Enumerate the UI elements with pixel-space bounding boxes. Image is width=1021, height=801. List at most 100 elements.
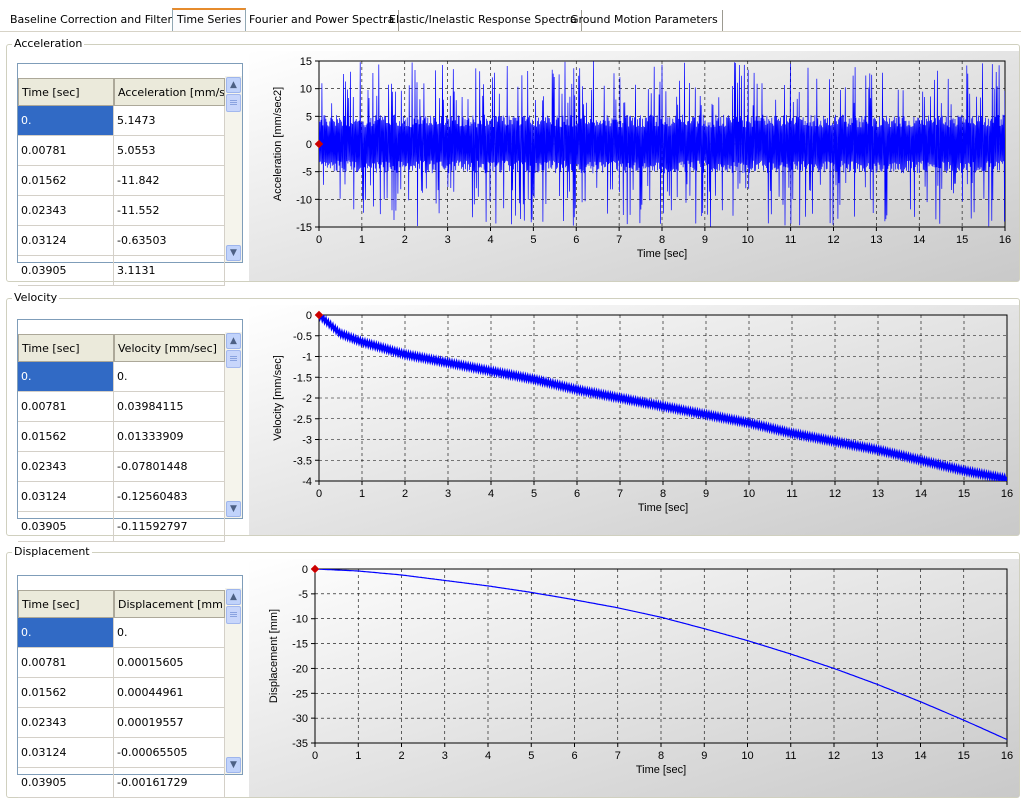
table-cell[interactable]: 5.0553 — [114, 136, 225, 166]
current-point-marker[interactable] — [314, 310, 324, 320]
table-cell[interactable]: 0.00781 — [18, 392, 114, 422]
y-tick-label: -20 — [292, 663, 308, 675]
vertical-scrollbar[interactable]: ▲ ▼ — [225, 588, 242, 774]
group-acceleration: Acceleration Time [sec] Acceleration [mm/s… — [6, 37, 1021, 286]
x-tick-label: 11 — [785, 234, 796, 246]
scroll-down-icon[interactable]: ▼ — [226, 245, 241, 261]
x-tick-label: 6 — [573, 234, 579, 246]
table-cell[interactable]: 0.00019557 — [114, 708, 225, 738]
current-point-marker[interactable] — [314, 139, 324, 149]
column-header[interactable]: Acceleration [mm/sec — [114, 78, 225, 106]
scroll-up-icon[interactable]: ▲ — [226, 333, 241, 349]
y-tick-label: -3.5 — [293, 455, 312, 467]
displacement-chart: 0 1 2 3 4 5 6 7 8 9 10 11 12 13 14 15 16 0 -5 -10 -15 -20 -25-… — [249, 559, 1021, 797]
table-cell[interactable]: -11.842 — [114, 166, 225, 196]
y-tick-label: -0.5 — [293, 331, 312, 343]
x-tick-label: 6 — [574, 488, 580, 500]
x-tick-label: 10 — [742, 234, 754, 246]
x-tick-label: 3 — [445, 488, 451, 500]
acceleration-chart: 0 1 2 3 4 5 6 7 8 9 10 11 12 13 14 15 16 15 10 5 0 -5 -10 -15 Ti… — [249, 51, 1021, 281]
table-cell[interactable]: 0. — [18, 618, 114, 648]
scroll-down-icon[interactable]: ▼ — [226, 501, 241, 517]
tab-time-series[interactable]: Time Series — [172, 8, 247, 32]
scroll-thumb[interactable] — [226, 606, 241, 624]
x-tick-label: 11 — [785, 750, 796, 762]
tab-bar: Baseline Correction and Filtering Time S… — [0, 0, 1021, 32]
y-tick-label: -30 — [292, 713, 308, 725]
table-cell[interactable]: 0.02343 — [18, 452, 114, 482]
column-header[interactable]: Time [sec] — [18, 78, 114, 106]
tab-ground-motion-parameters[interactable]: Ground Motion Parameters — [566, 10, 723, 32]
table-cell[interactable]: 0.03124 — [18, 482, 114, 512]
tab-response-spectra[interactable]: Elastic/Inelastic Response Spectra — [385, 10, 582, 32]
x-tick-label: 15 — [958, 750, 970, 762]
table-cell[interactable]: 0.03124 — [18, 226, 114, 256]
table-cell[interactable]: 0.00781 — [18, 136, 114, 166]
table-cell[interactable]: 0.01562 — [18, 166, 114, 196]
tab-fourier-power-spectra[interactable]: Fourier and Power Spectra — [245, 10, 400, 32]
table-cell[interactable]: 0. — [18, 362, 114, 392]
column-header[interactable]: Displacement [mm] — [114, 590, 225, 618]
scroll-thumb[interactable] — [226, 350, 241, 368]
tab-baseline-correction[interactable]: Baseline Correction and Filtering — [6, 10, 194, 32]
x-tick-label: 1 — [359, 488, 365, 500]
table-cell[interactable]: -0.12560483 — [114, 482, 225, 512]
table-cell[interactable]: 0. — [114, 362, 225, 392]
velocity-table[interactable]: Time [sec] Velocity [mm/sec] 0. 0. 0.00781 0.… — [17, 319, 243, 542]
chart-svg: 0 1 2 3 4 5 6 7 8 9 10 11 12 13 14 15 160-0.5-1-1.5-2-2.… — [249, 305, 1019, 535]
table-cell[interactable]: -0.11592797 — [114, 512, 225, 542]
x-tick-label: 8 — [658, 750, 664, 762]
table-cell[interactable]: 0.01562 — [18, 678, 114, 708]
scroll-up-icon[interactable]: ▲ — [226, 77, 241, 93]
displacement-table[interactable]: Time [sec] Displacement [mm] 0. 0. 0.00781 0.… — [17, 575, 243, 798]
scroll-thumb[interactable] — [226, 94, 241, 112]
x-tick-label: 14 — [913, 234, 925, 246]
vertical-scrollbar[interactable]: ▲ ▼ — [225, 332, 242, 518]
x-tick-label: 10 — [743, 488, 755, 500]
x-tick-label: 1 — [359, 234, 365, 246]
table-cell[interactable]: 0.03905 — [18, 512, 114, 542]
table-cell[interactable]: -11.552 — [114, 196, 225, 226]
scroll-up-icon[interactable]: ▲ — [226, 589, 241, 605]
y-tick-label: -15 — [292, 639, 308, 651]
x-tick-label: 5 — [530, 234, 536, 246]
x-axis-label: Time [sec] — [638, 502, 688, 514]
tab-divider — [0, 31, 1021, 32]
table-cell[interactable]: -0.07801448 — [114, 452, 225, 482]
table-cell[interactable]: 5.1473 — [114, 106, 225, 136]
x-tick-label: 13 — [871, 750, 883, 762]
table-cell[interactable]: 0.00044961 — [114, 678, 225, 708]
table-cell[interactable]: -0.00065505 — [114, 738, 225, 768]
table-cell[interactable]: 0. — [18, 106, 114, 136]
table-cell[interactable]: 0.02343 — [18, 196, 114, 226]
x-tick-label: 12 — [828, 750, 840, 762]
table-cell[interactable]: -0.00161729 — [114, 768, 225, 798]
x-tick-label: 0 — [316, 488, 322, 500]
group-velocity: Velocity Time [sec] Velocity [mm/sec] 0. 0. 0… — [6, 291, 1020, 542]
table-cell[interactable]: 0.03905 — [18, 768, 114, 798]
table-cell[interactable]: 0.00015605 — [114, 648, 225, 678]
scroll-down-icon[interactable]: ▼ — [226, 757, 241, 773]
group-title: Displacement — [12, 545, 92, 558]
table-cell[interactable]: 0.03905 — [18, 256, 114, 286]
table-cell[interactable]: 0. — [114, 618, 225, 648]
column-header[interactable]: Velocity [mm/sec] — [114, 334, 225, 362]
x-tick-label: 3 — [442, 750, 448, 762]
y-tick-label: -15 — [296, 222, 312, 234]
table-cell[interactable]: -0.63503 — [114, 226, 225, 256]
table-cell[interactable]: 0.03984115 — [114, 392, 225, 422]
group-title: Velocity — [12, 291, 60, 304]
table-cell[interactable]: 0.01333909 — [114, 422, 225, 452]
x-tick-label: 4 — [488, 488, 494, 500]
y-tick-label: 15 — [300, 56, 312, 68]
table-cell[interactable]: 0.00781 — [18, 648, 114, 678]
column-header[interactable]: Time [sec] — [18, 334, 114, 362]
table-cell[interactable]: 0.03124 — [18, 738, 114, 768]
table-cell[interactable]: 3.1131 — [114, 256, 225, 286]
table-cell[interactable]: 0.01562 — [18, 422, 114, 452]
column-header[interactable]: Time [sec] — [18, 590, 114, 618]
table-cell[interactable]: 0.02343 — [18, 708, 114, 738]
acceleration-table[interactable]: Time [sec]Acceleration [mm/sec0.5.14730.… — [17, 63, 243, 286]
x-tick-label: 7 — [615, 750, 621, 762]
vertical-scrollbar[interactable]: ▲ ▼ — [225, 76, 242, 262]
